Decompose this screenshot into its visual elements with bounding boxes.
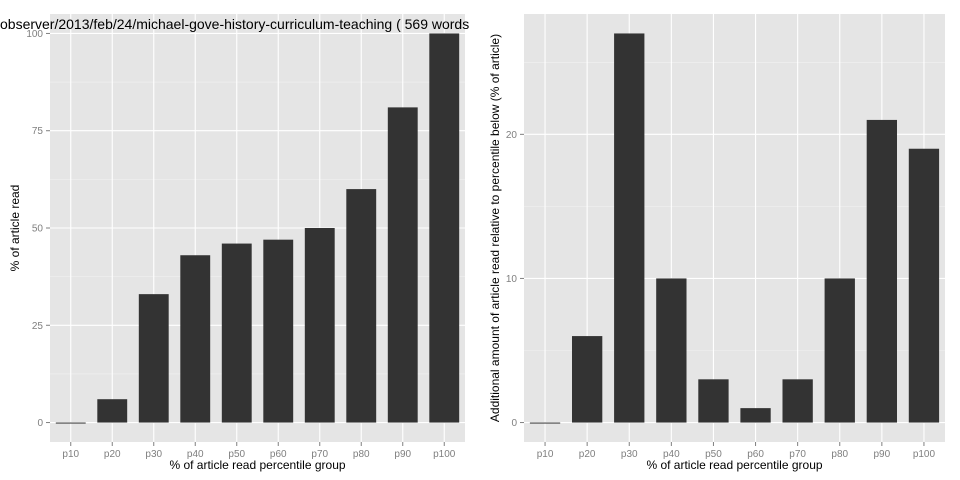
bar-p60 [740, 408, 771, 423]
y-tick-label: 50 [32, 224, 44, 235]
chart-title: observer/2013/feb/24/michael-gove-histor… [0, 16, 469, 32]
bar-p100 [908, 148, 940, 423]
x-tick-label: p100 [913, 449, 936, 460]
right-chart-panel: 0 10 20 p10 p20 p30 p40 p50 p60 p70 p80 p90 p100 % of… [488, 14, 945, 472]
y-tick-label: 100 [26, 29, 43, 40]
x-tick-label: p60 [270, 449, 287, 460]
bar-p80 [346, 189, 377, 423]
x-tick-label: p100 [433, 449, 456, 460]
x-axis-title: % of article read percentile group [646, 458, 822, 472]
x-tick-label: p40 [187, 449, 204, 460]
x-tick-label: p90 [394, 449, 411, 460]
bar-p20 [571, 336, 603, 423]
x-tick-label: p20 [104, 449, 121, 460]
x-tick-label: p50 [228, 449, 245, 460]
bar-p30 [138, 294, 169, 423]
bar-p90 [866, 119, 898, 423]
y-tick-label: 0 [511, 418, 517, 429]
y-tick-label: 75 [32, 126, 44, 137]
x-tick-label: p60 [747, 449, 764, 460]
x-tick-label: p70 [311, 449, 328, 460]
bar-p50 [221, 243, 252, 423]
bar-p40 [656, 278, 687, 423]
bar-p10 [529, 422, 561, 424]
y-tick-label: 25 [32, 321, 44, 332]
x-axis-title: % of article read percentile group [169, 458, 345, 472]
bar-p70 [782, 379, 813, 423]
bar-p30 [614, 33, 645, 423]
bar-p80 [824, 278, 855, 423]
x-tick-label: p10 [537, 449, 554, 460]
y-tick-label: 0 [37, 418, 43, 429]
bar-p70 [304, 228, 335, 423]
x-tick-label: p50 [705, 449, 722, 460]
left-chart-panel: 0 25 50 75 100 p10 p20 p30 p40 p50 p60 p70 p80 p90 p10… [0, 14, 469, 472]
bar-p10 [55, 422, 86, 424]
x-tick-label: p70 [789, 449, 806, 460]
x-tick-label: p20 [579, 449, 596, 460]
bar-p40 [180, 255, 211, 423]
bar-p90 [387, 107, 418, 423]
y-axis-title: % of article read [8, 185, 22, 272]
x-tick-label: p30 [621, 449, 638, 460]
y-tick-label: 20 [506, 130, 518, 141]
y-tick-label: 10 [506, 274, 518, 285]
bar-p100 [429, 33, 460, 423]
x-tick-label: p40 [663, 449, 680, 460]
x-tick-label: p30 [145, 449, 162, 460]
x-tick-label: p80 [831, 449, 848, 460]
x-tick-label: p80 [353, 449, 370, 460]
x-tick-label: p90 [874, 449, 891, 460]
bar-p20 [97, 399, 128, 423]
x-tick-label: p10 [62, 449, 79, 460]
bar-p60 [263, 239, 294, 423]
bar-p50 [698, 379, 729, 423]
y-axis-title: Additional amount of article read relati… [488, 34, 502, 422]
